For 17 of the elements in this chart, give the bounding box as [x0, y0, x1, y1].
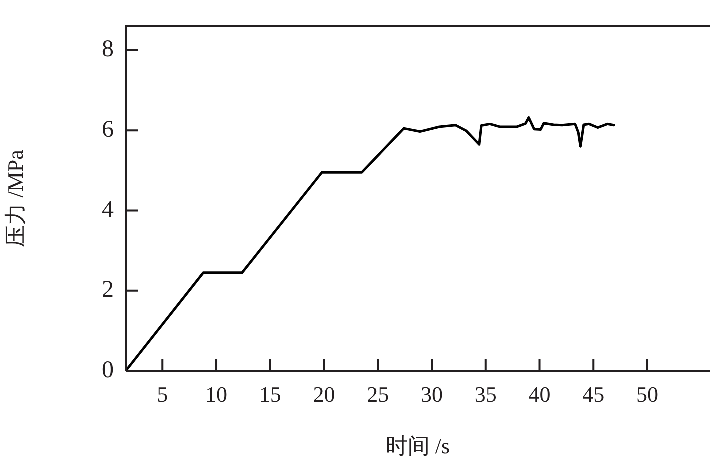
x-tick-label: 45 [582, 382, 605, 407]
y-tick-label: 8 [102, 36, 114, 63]
x-tick-label: 40 [528, 382, 551, 407]
x-tick-label: 30 [421, 382, 444, 407]
y-tick-label: 2 [102, 277, 114, 304]
x-axis-title: 时间 /s [386, 434, 450, 459]
x-tick-label: 20 [313, 382, 336, 407]
x-tick-label: 35 [474, 382, 497, 407]
y-tick-label: 6 [102, 116, 114, 143]
y-tick-label: 0 [102, 357, 114, 384]
x-tick-label: 25 [367, 382, 390, 407]
x-tick-label: 10 [206, 382, 228, 407]
x-tick-label: 15 [259, 382, 282, 407]
x-tick-label: 50 [636, 382, 659, 407]
x-tick-label: 5 [157, 382, 168, 407]
y-tick-label: 4 [102, 197, 114, 224]
y-axis-title: 压力 /MPa [2, 150, 28, 248]
